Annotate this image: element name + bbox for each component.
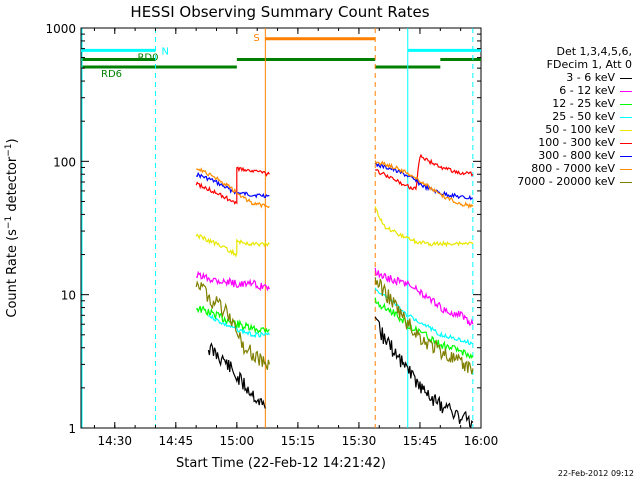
x-tick-label-0: 14:30	[97, 434, 132, 448]
annotation-label-0: N	[161, 46, 168, 57]
series-line-4-b	[374, 206, 474, 248]
legend-label: 25 - 50 keV	[552, 110, 615, 123]
annotation-label-3: S	[253, 33, 259, 44]
series-line-8	[195, 280, 270, 370]
legend-swatch	[620, 142, 632, 144]
legend-label: 6 - 12 keV	[559, 84, 615, 97]
legend-swatch	[620, 77, 632, 79]
y-axis-label: Count Rate (s−1 detector−1)	[4, 138, 20, 317]
legend-swatch	[620, 103, 632, 105]
series-group	[195, 153, 474, 428]
legend-item-7: 800 - 7000 keV	[531, 162, 632, 175]
series-line-7-b	[374, 160, 474, 210]
y-tick-label-0: 1	[68, 422, 76, 436]
legend-item-3: 25 - 50 keV	[552, 110, 632, 123]
legend-label: 12 - 25 keV	[552, 97, 615, 110]
legend-item-0: 3 - 6 keV	[566, 71, 632, 84]
legend-swatch	[620, 116, 632, 118]
x-tick-label-1: 14:45	[159, 434, 194, 448]
series-line-6-b	[374, 162, 473, 201]
legend-label: 7000 - 20000 keV	[517, 175, 615, 188]
series-line-8-b	[374, 277, 474, 375]
series-line-6	[195, 171, 270, 199]
footer-date: 22-Feb-2012 09:12	[557, 469, 634, 478]
legend-item-8: 7000 - 20000 keV	[517, 175, 632, 188]
series-line-5	[195, 166, 270, 205]
series-line-3	[207, 314, 270, 339]
series-line-2-b	[374, 297, 474, 360]
legend-label: 300 - 800 keV	[538, 149, 615, 162]
annotation-label-1: RD0	[137, 53, 158, 64]
y-tick-label-1: 10	[61, 289, 76, 303]
x-ticks: 14:30 14:45 15:00 15:15 15:30 15:45 16:00	[93, 28, 499, 448]
legend-label: 3 - 6 keV	[566, 71, 615, 84]
legend-item-5: 100 - 300 keV	[538, 136, 632, 149]
x-tick-label-4: 15:30	[342, 434, 377, 448]
series-line-0-b	[374, 316, 474, 428]
series-line-7	[196, 167, 270, 209]
x-tick-label-3: 15:15	[281, 434, 316, 448]
y-tick-label-3: 1000	[45, 22, 76, 36]
legend-swatch	[620, 168, 632, 170]
legend-swatch	[620, 181, 632, 183]
series-line-1	[195, 270, 270, 292]
legend-item-4: 50 - 100 keV	[545, 123, 632, 136]
chart-title: HESSI Observing Summary Count Rates	[130, 3, 429, 21]
legend-swatch	[620, 90, 632, 92]
legend-header: Det 1,3,4,5,6,	[556, 45, 632, 58]
y-ticks: 1 10 100 1000	[45, 22, 481, 436]
legend-label: 50 - 100 keV	[545, 123, 615, 136]
legend-item-6: 300 - 800 keV	[538, 149, 632, 162]
x-tick-label-2: 15:00	[220, 434, 255, 448]
series-line-1-b	[374, 267, 474, 327]
plot-frame	[80, 27, 482, 429]
series-line-0	[207, 342, 266, 409]
legend-header: FDecim 1, Att 0	[547, 58, 632, 71]
legend-swatch	[620, 129, 632, 131]
legend-label: 100 - 300 keV	[538, 136, 615, 149]
y-tick-label-2: 100	[53, 155, 76, 169]
legend-header-line-1: Det 1,3,4,5,6,	[556, 45, 632, 58]
vertical-markers	[81, 28, 474, 428]
x-axis-label: Start Time (22-Feb-12 14:21:42)	[176, 456, 386, 471]
legend-item-1: 6 - 12 keV	[559, 84, 632, 97]
x-tick-label-5: 15:45	[403, 434, 438, 448]
series-line-4	[195, 233, 270, 258]
legend-header-line-2: FDecim 1, Att 0	[546, 58, 632, 71]
annotation-label-2: RD6	[101, 69, 122, 80]
legend-label: 800 - 7000 keV	[531, 162, 615, 175]
series-line-5-b	[374, 153, 474, 191]
x-tick-label-6: 16:00	[464, 434, 499, 448]
legend-swatch	[620, 155, 632, 157]
legend-item-2: 12 - 25 keV	[552, 97, 632, 110]
